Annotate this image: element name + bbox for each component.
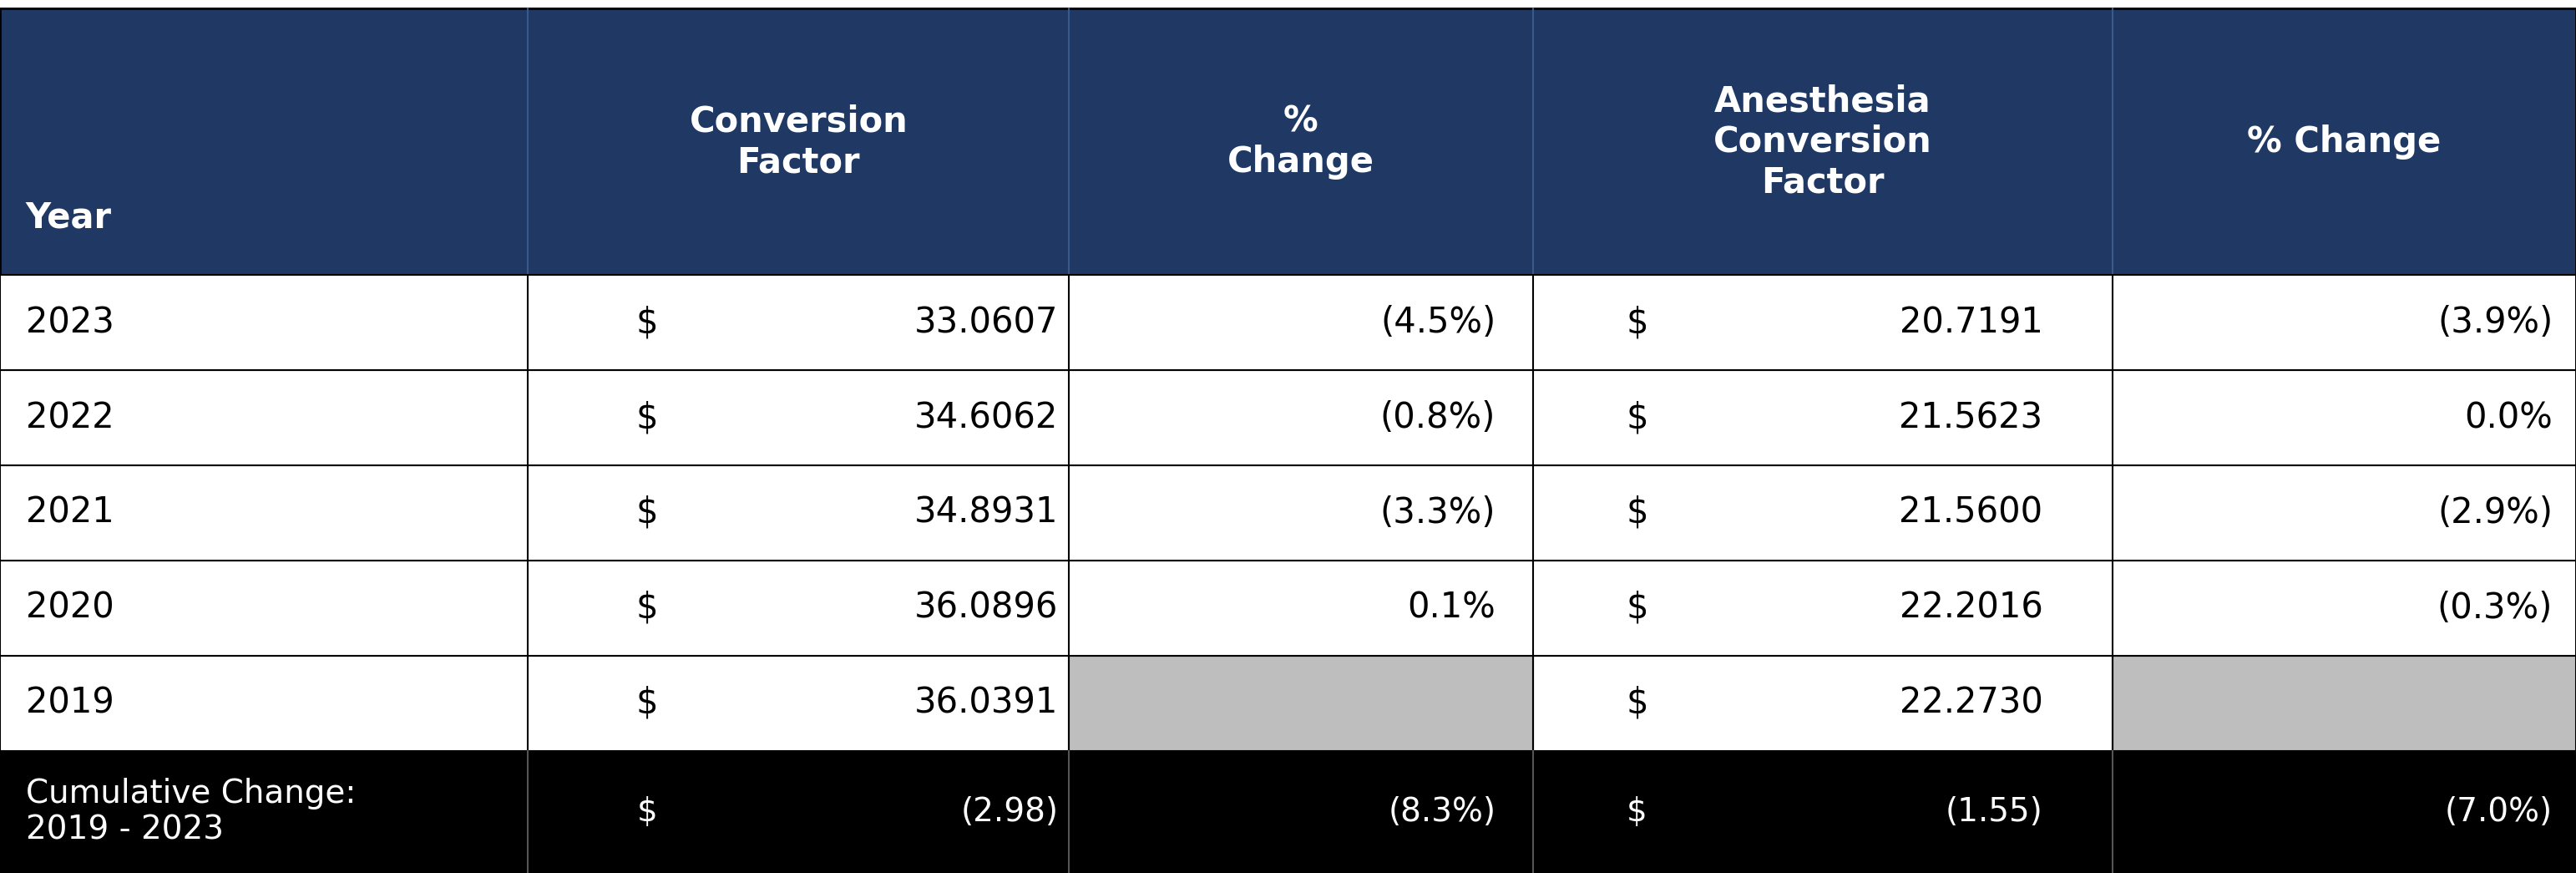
Text: 2021: 2021 [26, 495, 113, 531]
Text: (0.8%): (0.8%) [1381, 400, 1497, 436]
Text: Anesthesia
Conversion
Factor: Anesthesia Conversion Factor [1713, 84, 1932, 200]
Text: 2022: 2022 [26, 400, 113, 436]
Text: 36.0896: 36.0896 [914, 590, 1059, 626]
Text: Cumulative Change:
2019 - 2023: Cumulative Change: 2019 - 2023 [26, 778, 355, 846]
Text: Conversion
Factor: Conversion Factor [690, 104, 907, 180]
Text: $: $ [1625, 796, 1649, 828]
Text: 33.0607: 33.0607 [914, 305, 1059, 340]
Text: (8.3%): (8.3%) [1388, 796, 1497, 828]
Text: $: $ [1625, 685, 1649, 721]
Text: (3.9%): (3.9%) [2437, 305, 2553, 340]
Text: $: $ [1625, 400, 1649, 436]
Text: 22.2730: 22.2730 [1899, 685, 2043, 721]
Text: $: $ [636, 685, 659, 721]
Text: (4.5%): (4.5%) [1381, 305, 1497, 340]
Bar [0, 370, 2576, 465]
Text: %
Change: % Change [1226, 104, 1376, 180]
Text: 0.0%: 0.0% [2465, 400, 2553, 436]
Text: (2.98): (2.98) [961, 796, 1059, 828]
Text: (3.3%): (3.3%) [1381, 495, 1497, 531]
Text: 36.0391: 36.0391 [914, 685, 1059, 721]
Text: $: $ [636, 590, 659, 626]
Text: (1.55): (1.55) [1945, 796, 2043, 828]
Bar [2112, 656, 2576, 751]
Text: 2019: 2019 [26, 685, 113, 721]
Text: 21.5623: 21.5623 [1899, 400, 2043, 436]
Bar [1069, 656, 1533, 751]
Text: 2020: 2020 [26, 590, 113, 626]
Text: 21.5600: 21.5600 [1899, 495, 2043, 531]
Text: $: $ [636, 796, 657, 828]
Text: $: $ [1625, 305, 1649, 340]
Bar [0, 656, 2576, 751]
Bar [0, 560, 2576, 656]
Text: 0.1%: 0.1% [1406, 590, 1497, 626]
Text: % Change: % Change [2246, 124, 2442, 160]
Bar [0, 751, 2576, 873]
Text: (7.0%): (7.0%) [2445, 796, 2553, 828]
Text: Year: Year [26, 200, 111, 235]
Text: $: $ [636, 495, 659, 531]
Text: $: $ [636, 400, 659, 436]
Text: $: $ [636, 305, 659, 340]
Bar [0, 9, 2576, 275]
Text: $: $ [1625, 590, 1649, 626]
Text: 34.6062: 34.6062 [914, 400, 1059, 436]
Text: 34.8931: 34.8931 [914, 495, 1059, 531]
Bar [0, 275, 2576, 370]
Text: 22.2016: 22.2016 [1899, 590, 2043, 626]
Text: (2.9%): (2.9%) [2437, 495, 2553, 531]
Text: (0.3%): (0.3%) [2437, 590, 2553, 626]
Text: $: $ [1625, 495, 1649, 531]
Text: 20.7191: 20.7191 [1899, 305, 2043, 340]
Text: 2023: 2023 [26, 305, 113, 340]
Bar [0, 465, 2576, 560]
